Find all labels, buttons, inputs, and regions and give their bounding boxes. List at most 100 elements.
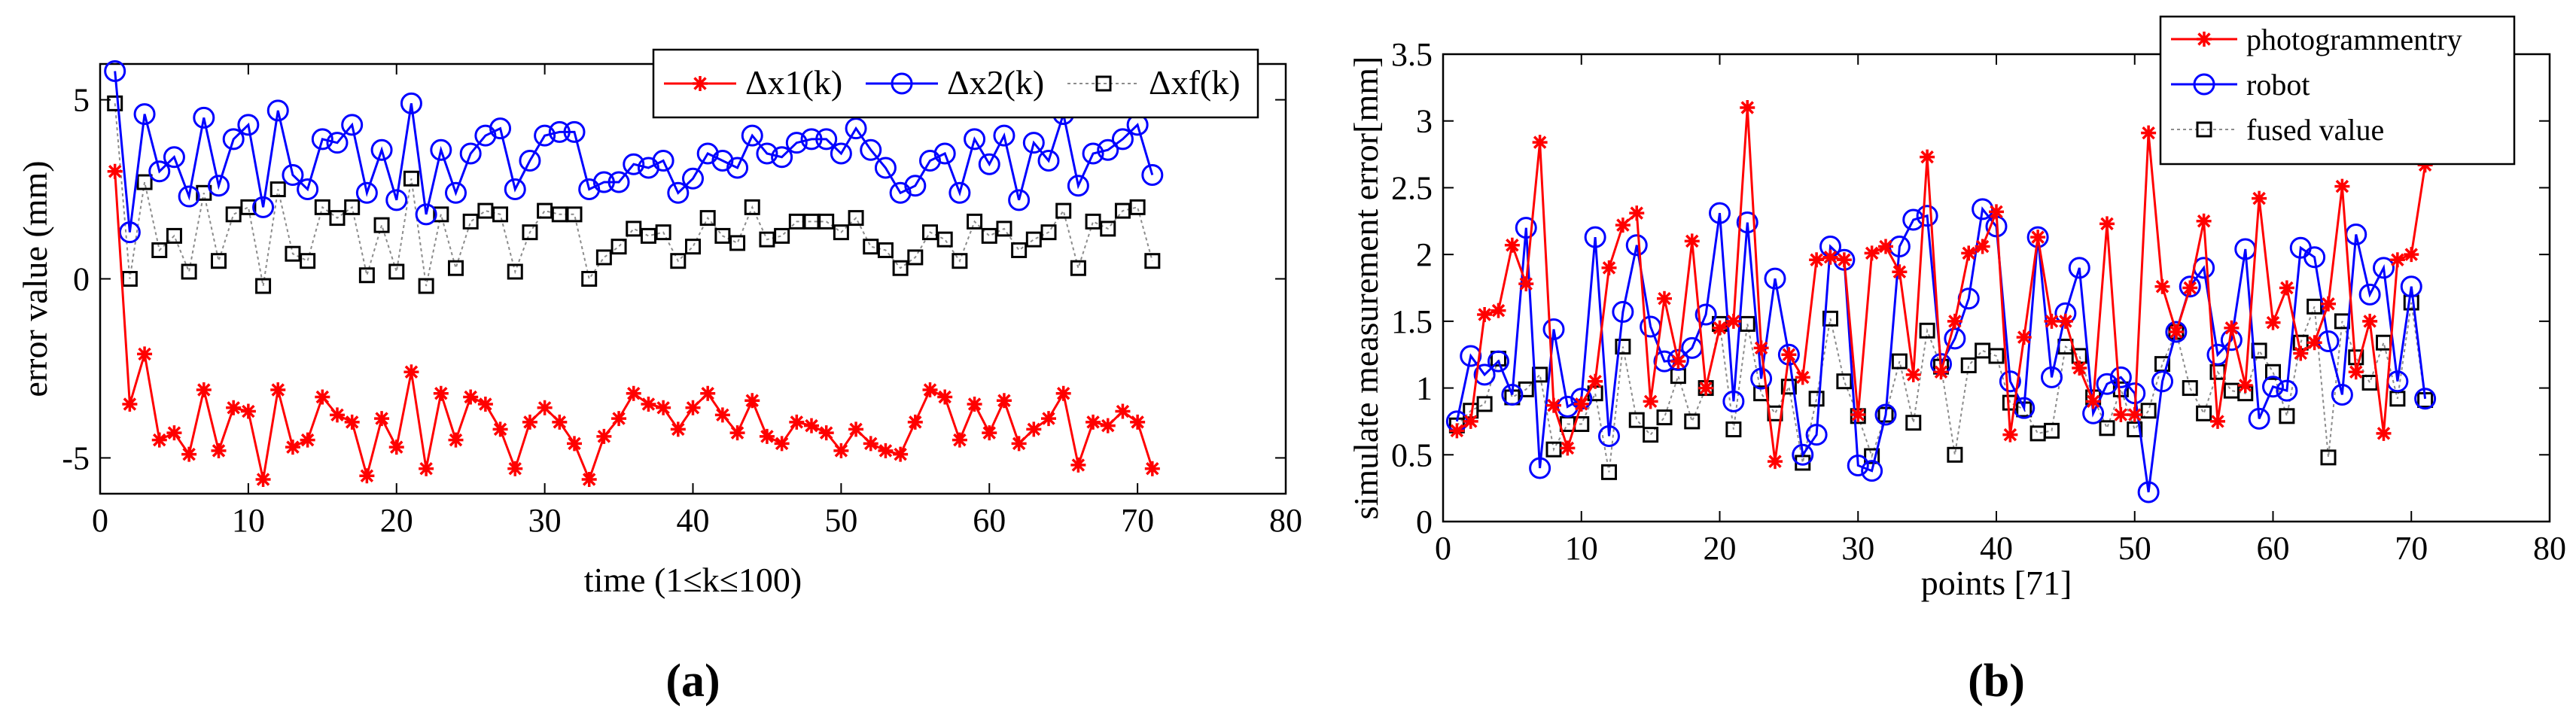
data-point [2293, 345, 2309, 361]
data-point [1808, 391, 1825, 407]
data-point [552, 414, 568, 430]
legend-swatch-marker [1095, 75, 1112, 92]
data-point [374, 411, 390, 427]
data-point [163, 146, 185, 169]
data-point [1504, 237, 1520, 253]
data-point [462, 213, 479, 230]
data-point [774, 227, 790, 244]
data-point [1905, 415, 1922, 431]
data-point [1040, 224, 1057, 241]
x-axis-label-a: time (1≤k≤100) [584, 561, 802, 599]
data-point [933, 142, 956, 165]
data-point [492, 206, 509, 223]
data-point [1861, 460, 1883, 482]
data-point [641, 397, 656, 412]
x-tick-label: 40 [677, 502, 710, 539]
data-point [877, 242, 894, 258]
data-point [344, 414, 360, 430]
data-point [433, 385, 449, 401]
data-point [2262, 376, 2284, 398]
data-point [1892, 264, 1908, 280]
data-point [2307, 335, 2322, 351]
data-point [1822, 249, 1838, 265]
data-point [314, 199, 330, 215]
data-point [759, 428, 775, 444]
data-point [874, 157, 897, 179]
data-point [815, 128, 838, 151]
data-point [948, 181, 971, 204]
data-point [1449, 423, 1465, 439]
data-point [1477, 306, 1493, 322]
data-point [1780, 379, 1797, 395]
panel-label-b: (b) [1968, 656, 2025, 707]
data-point [359, 468, 375, 484]
data-point [967, 397, 982, 412]
data-point [537, 202, 553, 219]
data-point [1836, 373, 1853, 390]
data-point [1573, 396, 1589, 412]
data-point [166, 425, 182, 441]
data-point [300, 432, 315, 448]
series-0 [1449, 99, 2433, 470]
axis-ticks-b: 0 10 20 30 40 50 60 70 80 0 0.5 1 1.5 2 2.5 3 3.5 [1391, 36, 2566, 567]
data-point [607, 171, 630, 193]
data-point [1750, 367, 1773, 390]
series-line [114, 103, 1153, 287]
data-point [1532, 367, 1548, 383]
data-point [270, 382, 286, 398]
x-axis-label-b: points [71] [1921, 564, 2072, 602]
x-tick-label: 50 [824, 502, 857, 539]
data-point [1725, 313, 1741, 329]
data-point [551, 206, 568, 223]
data-point [804, 418, 819, 433]
data-point [370, 138, 393, 161]
data-point [800, 128, 823, 151]
legend-entry-label: Δxf(k) [1149, 63, 1241, 102]
data-point [2265, 315, 2281, 330]
data-point [522, 224, 538, 241]
data-point [2320, 449, 2337, 466]
data-point [448, 432, 464, 448]
data-point [1011, 436, 1027, 452]
data-point [1988, 348, 2005, 364]
data-point [1847, 454, 1869, 476]
y-tick-label: 0 [73, 261, 90, 298]
y-tick-label: 1 [1416, 370, 1433, 407]
data-point [1781, 347, 1797, 363]
data-point [341, 114, 364, 136]
data-point [893, 446, 909, 462]
data-point [1836, 252, 1852, 268]
data-point [2358, 283, 2381, 306]
x-tick-label: 20 [1704, 530, 1737, 567]
data-point [2248, 407, 2270, 430]
data-point [1643, 427, 1659, 443]
data-point [1615, 218, 1631, 233]
data-point [1141, 164, 1164, 187]
data-point [2376, 425, 2392, 441]
chart-panel-a: 0 10 20 30 40 50 60 70 80-505 Δx1(k) Δx2(k) Δxf(k)… [16, 48, 1302, 707]
data-point [1598, 424, 1620, 447]
data-point [993, 124, 1015, 147]
data-point [2362, 313, 2378, 329]
x-tick-label: 40 [1980, 530, 2013, 567]
data-point [904, 175, 927, 197]
data-point [1086, 414, 1101, 430]
data-point [355, 181, 378, 204]
data-point [922, 224, 938, 241]
data-point [1612, 300, 1634, 323]
data-point [833, 224, 849, 241]
data-point [670, 253, 687, 269]
data-point [2140, 403, 2157, 419]
data-point [237, 114, 260, 136]
x-tick-label: 0 [92, 502, 108, 539]
data-point [611, 239, 627, 255]
data-point [2085, 394, 2101, 409]
data-point [403, 364, 419, 380]
data-point [907, 249, 924, 266]
x-tick-label: 70 [2395, 530, 2428, 567]
data-point [2026, 226, 2049, 248]
data-point [860, 138, 882, 161]
data-point [282, 164, 304, 187]
data-point [1115, 403, 1131, 419]
data-point [1529, 457, 1551, 479]
